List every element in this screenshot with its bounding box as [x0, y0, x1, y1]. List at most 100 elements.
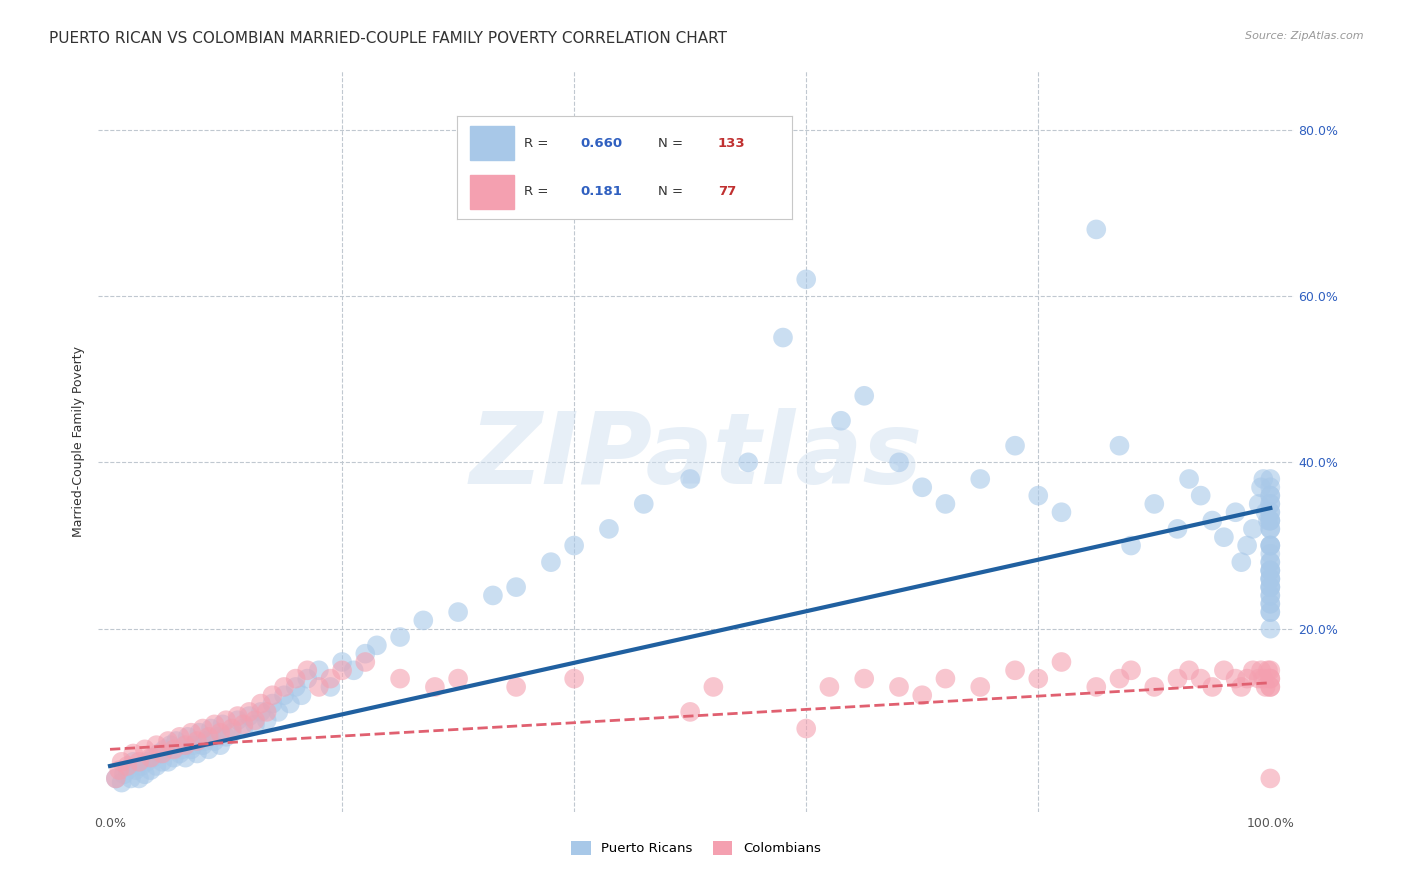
- Point: [1143, 680, 1166, 694]
- Point: [157, 755, 180, 769]
- Point: [170, 742, 193, 756]
- Point: [221, 722, 243, 736]
- Point: [330, 655, 353, 669]
- Point: [150, 747, 173, 761]
- Point: [562, 539, 585, 553]
- Point: [308, 680, 330, 694]
- Point: [200, 722, 222, 736]
- Point: [343, 663, 366, 677]
- Point: [702, 680, 724, 694]
- Point: [412, 614, 434, 628]
- Point: [1258, 514, 1281, 528]
- Point: [139, 763, 162, 777]
- Point: [174, 750, 197, 764]
- Point: [540, 555, 562, 569]
- Point: [209, 725, 232, 739]
- Text: ZIPatlas: ZIPatlas: [470, 408, 922, 505]
- Point: [139, 750, 162, 764]
- Point: [308, 663, 330, 677]
- Point: [194, 734, 217, 748]
- Point: [226, 709, 249, 723]
- Point: [1258, 555, 1281, 569]
- Point: [169, 730, 191, 744]
- Point: [1178, 472, 1201, 486]
- Point: [1258, 514, 1281, 528]
- Point: [180, 742, 202, 756]
- Point: [1201, 680, 1223, 694]
- Point: [145, 738, 167, 752]
- Point: [211, 717, 233, 731]
- Point: [1258, 539, 1281, 553]
- Point: [204, 717, 226, 731]
- Point: [969, 680, 991, 694]
- Point: [153, 742, 176, 756]
- Point: [853, 389, 876, 403]
- Point: [1258, 580, 1281, 594]
- Point: [830, 414, 852, 428]
- Point: [104, 772, 127, 786]
- Point: [1258, 680, 1281, 694]
- Point: [319, 680, 342, 694]
- Point: [273, 688, 295, 702]
- Point: [273, 680, 295, 694]
- Point: [354, 647, 377, 661]
- Point: [134, 767, 156, 781]
- Point: [1247, 497, 1270, 511]
- Point: [1258, 539, 1281, 553]
- Point: [794, 722, 817, 736]
- Point: [737, 455, 759, 469]
- Point: [188, 725, 211, 739]
- Point: [112, 767, 135, 781]
- Point: [159, 738, 181, 752]
- Point: [186, 734, 208, 748]
- Point: [250, 705, 273, 719]
- Point: [120, 772, 142, 786]
- Point: [1253, 472, 1275, 486]
- Point: [267, 705, 290, 719]
- Point: [1166, 522, 1188, 536]
- Point: [183, 738, 205, 752]
- Point: [330, 663, 353, 677]
- Point: [117, 759, 139, 773]
- Point: [117, 763, 139, 777]
- Point: [482, 589, 505, 603]
- Point: [505, 680, 527, 694]
- Point: [772, 330, 794, 344]
- Point: [1230, 680, 1253, 694]
- Point: [209, 738, 232, 752]
- Text: Source: ZipAtlas.com: Source: ZipAtlas.com: [1246, 31, 1364, 41]
- Point: [174, 738, 197, 752]
- Point: [1254, 680, 1277, 694]
- Point: [505, 580, 527, 594]
- Point: [290, 688, 312, 702]
- Point: [1108, 439, 1130, 453]
- Point: [1258, 497, 1281, 511]
- Point: [278, 697, 301, 711]
- Point: [1258, 580, 1281, 594]
- Point: [297, 663, 319, 677]
- Point: [1143, 497, 1166, 511]
- Point: [104, 772, 127, 786]
- Point: [150, 755, 173, 769]
- Point: [853, 672, 876, 686]
- Point: [633, 497, 655, 511]
- Point: [1258, 555, 1281, 569]
- Point: [122, 747, 145, 761]
- Point: [319, 672, 342, 686]
- Point: [1253, 672, 1275, 686]
- Point: [205, 730, 228, 744]
- Point: [366, 638, 388, 652]
- Y-axis label: Married-Couple Family Poverty: Married-Couple Family Poverty: [72, 346, 86, 537]
- Point: [1258, 497, 1281, 511]
- Point: [1257, 663, 1279, 677]
- Point: [447, 605, 470, 619]
- Point: [1258, 564, 1281, 578]
- Point: [1258, 547, 1281, 561]
- Point: [238, 705, 260, 719]
- Point: [1258, 480, 1281, 494]
- Point: [197, 742, 219, 756]
- Point: [934, 497, 956, 511]
- Point: [1004, 439, 1026, 453]
- Point: [1201, 514, 1223, 528]
- Point: [1241, 522, 1264, 536]
